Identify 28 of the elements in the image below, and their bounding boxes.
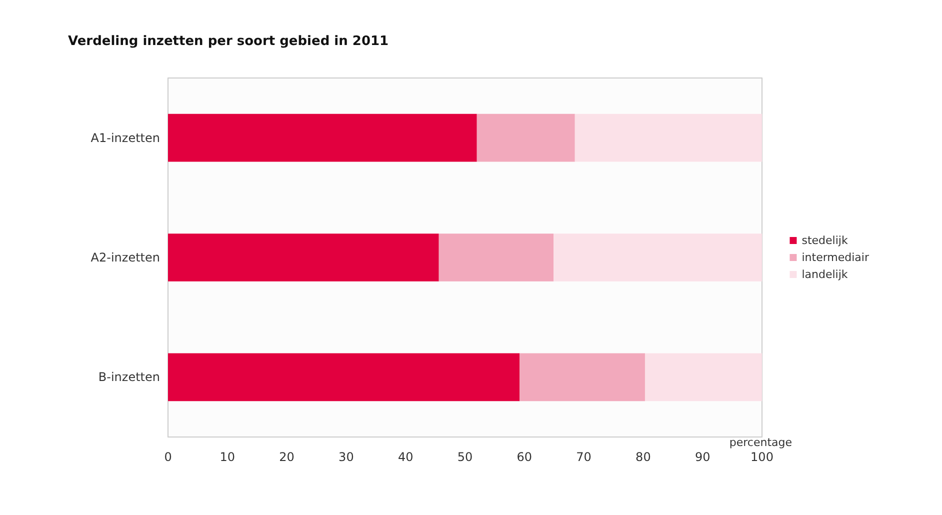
x-tick-label: 10	[220, 450, 236, 464]
x-tick-label: 0	[164, 450, 172, 464]
x-tick-label: 50	[457, 450, 473, 464]
x-tick-label: 100	[750, 450, 774, 464]
y-tick-label: A1-inzetten	[90, 130, 160, 145]
x-tick-label: 20	[279, 450, 294, 464]
y-tick-label: B-inzetten	[98, 370, 160, 384]
x-tick-label: 80	[636, 450, 651, 464]
bar	[574, 114, 762, 162]
x-tick-label: 70	[576, 450, 592, 464]
x-tick-label: 40	[398, 450, 414, 464]
bar	[520, 353, 645, 402]
x-axis-title: percentage	[729, 436, 792, 449]
bar	[168, 353, 520, 402]
bar	[644, 353, 762, 402]
bar	[168, 114, 477, 162]
bar	[554, 234, 762, 282]
legend-label: intermediair	[802, 251, 870, 264]
x-tick-label: 90	[694, 450, 710, 464]
legend-label: landelijk	[802, 268, 848, 281]
y-tick-label: A2-inzetten	[90, 250, 160, 264]
x-tick-label: 30	[338, 450, 354, 464]
chart-title: Verdeling inzetten per soort gebied in 2011	[68, 34, 389, 49]
legend-label: stedelijk	[802, 234, 848, 247]
x-tick-label: 60	[516, 450, 532, 464]
bar	[476, 114, 575, 162]
bar	[438, 234, 554, 282]
bar	[168, 234, 439, 282]
